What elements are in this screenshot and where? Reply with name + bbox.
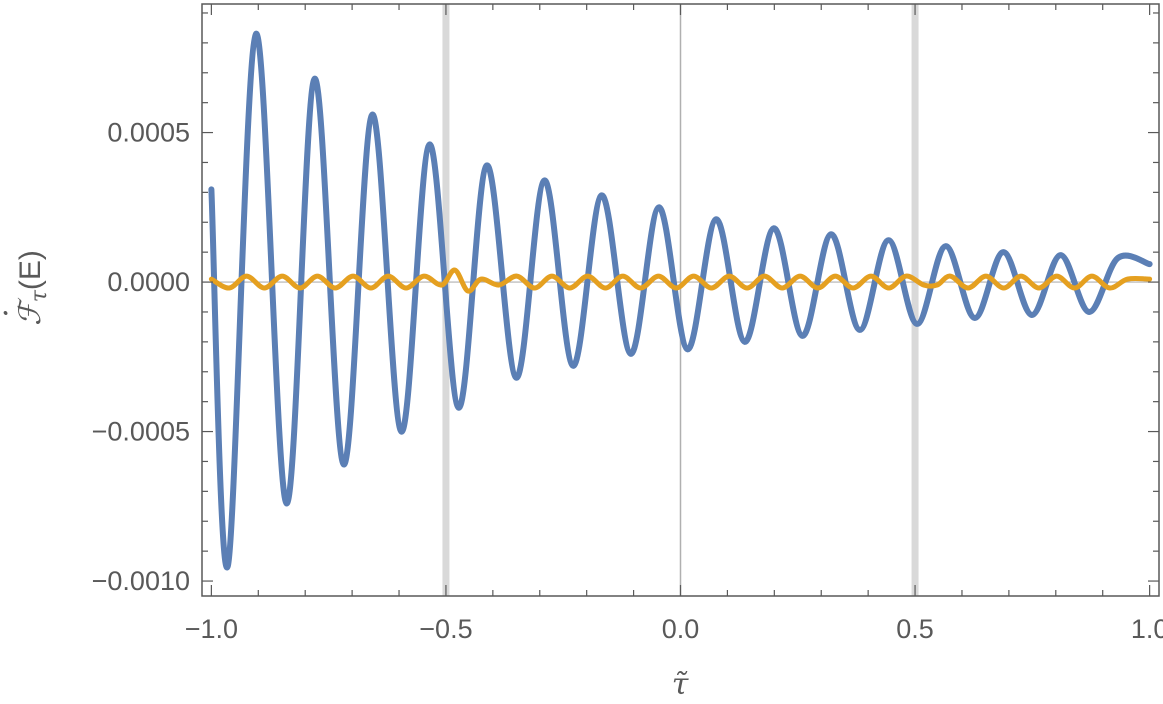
- series-line-2: [208, 267, 1153, 294]
- y-tick-label-1: −0.0010: [92, 566, 190, 596]
- series-layer: [208, 30, 1153, 571]
- tick-layer: [202, 4, 1159, 596]
- x-axis-title: τ̃: [672, 667, 689, 702]
- y-tick-label-3: 0.0000: [107, 267, 190, 297]
- y-tick-label-2: −0.0005: [92, 417, 190, 447]
- series-line-1: [208, 30, 1153, 571]
- x-tick-label-4: 0.5: [896, 614, 934, 644]
- x-tick-label-2: −0.5: [419, 614, 472, 644]
- y-tick-label-4: 0.0005: [107, 118, 190, 148]
- x-tick-label-3: 0.0: [662, 614, 700, 644]
- x-tick-label-1: −1.0: [185, 614, 238, 644]
- y-axis-title-dot: ·: [0, 308, 24, 318]
- x-tick-label-5: 1.0: [1131, 614, 1163, 644]
- y-axis-title-subscript: τ: [27, 289, 52, 302]
- y-axis-title-suffix: (E): [14, 250, 47, 290]
- vertical-band-2: [911, 4, 919, 596]
- label-layer: −1.0 −0.5 0.0 0.5 1.0 −0.0010 −0.0005 0.0000 0.0…: [92, 118, 1163, 644]
